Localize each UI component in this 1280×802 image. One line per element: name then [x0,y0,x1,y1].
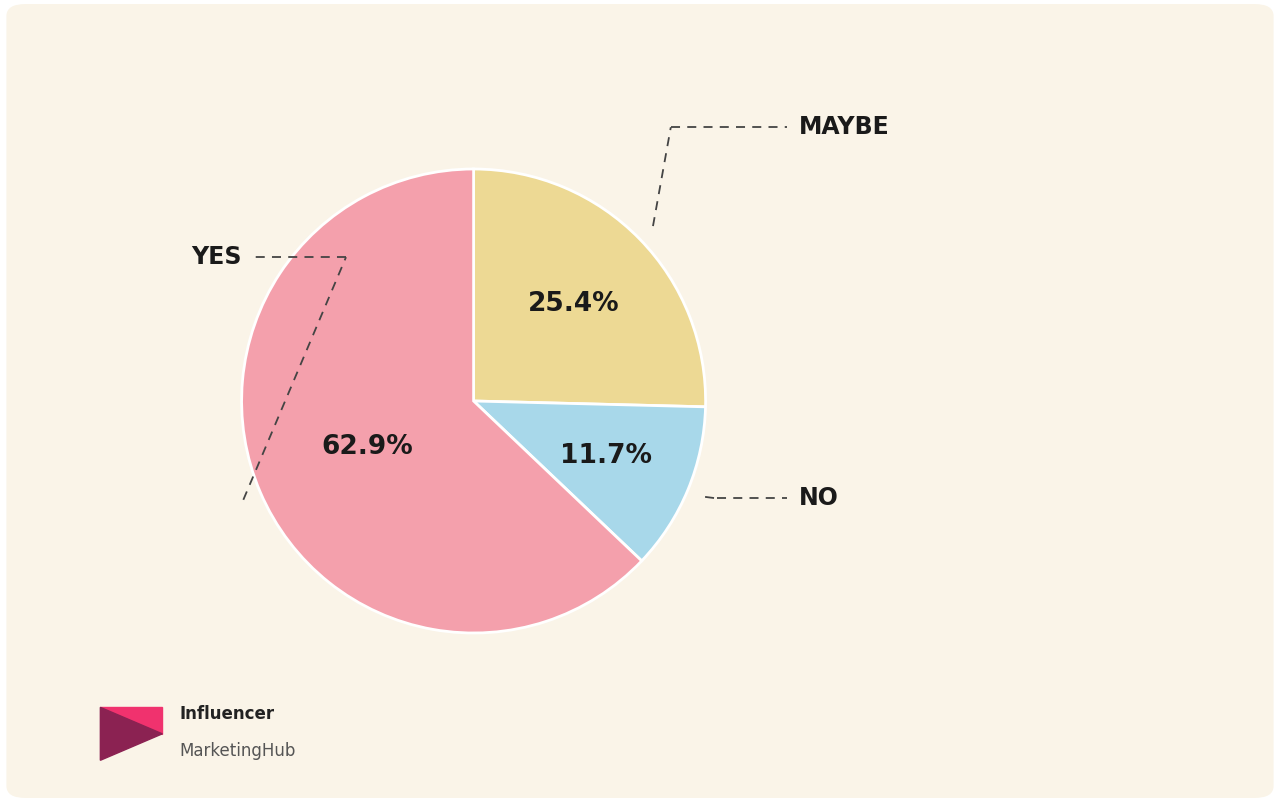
Polygon shape [100,707,163,760]
Text: MarketingHub: MarketingHub [179,743,296,760]
Text: NO: NO [799,487,838,510]
Text: Influencer: Influencer [179,706,274,723]
Text: YES: YES [191,245,242,269]
Wedge shape [474,169,705,407]
Text: 25.4%: 25.4% [527,291,620,317]
Text: 11.7%: 11.7% [561,443,653,469]
Wedge shape [474,401,705,561]
Text: 62.9%: 62.9% [321,434,413,460]
Wedge shape [242,169,641,633]
Text: MAYBE: MAYBE [799,115,890,140]
Polygon shape [100,707,163,734]
